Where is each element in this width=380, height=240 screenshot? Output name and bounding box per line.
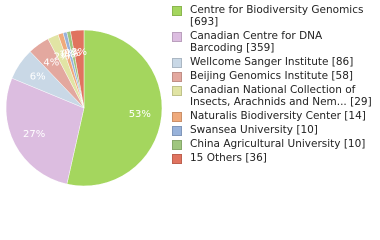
legend-item: 15 Others [36]	[172, 152, 376, 164]
legend-item: Wellcome Sanger Institute [86]	[172, 56, 376, 68]
pie-slice	[5, 77, 85, 185]
legend-item: Canadian National Collection of Insects,…	[172, 84, 376, 108]
legend-swatch	[172, 32, 182, 42]
legend-swatch	[172, 6, 182, 16]
slice-label: 6%	[30, 71, 46, 82]
slice-label: 2%	[54, 51, 70, 62]
legend-swatch	[172, 112, 182, 122]
slice-label: 1%	[59, 49, 75, 60]
slice-label: 1%	[62, 49, 78, 60]
legend-label: Wellcome Sanger Institute [86]	[190, 56, 354, 68]
legend-swatch	[172, 86, 182, 96]
slice-label: 27%	[23, 129, 45, 140]
legend-item: China Agricultural University [10]	[172, 138, 376, 150]
legend: Centre for Biodiversity Genomics [693] Ca…	[172, 4, 376, 166]
legend-item: Centre for Biodiversity Genomics [693]	[172, 4, 376, 28]
legend-swatch	[172, 58, 182, 68]
pie-slice	[70, 29, 85, 109]
slice-label: 53%	[129, 109, 151, 120]
legend-item: Swansea University [10]	[172, 124, 376, 136]
legend-item: Beijing Genomics Institute [58]	[172, 70, 376, 82]
legend-label: Centre for Biodiversity Genomics [693]	[190, 4, 364, 28]
legend-swatch	[172, 126, 182, 136]
legend-label: Swansea University [10]	[190, 124, 318, 136]
legend-item: Naturalis Biodiversity Center [14]	[172, 110, 376, 122]
legend-swatch	[172, 72, 182, 82]
legend-label: Naturalis Biodiversity Center [14]	[190, 110, 366, 122]
legend-item: Canadian Centre for DNA Barcoding [359]	[172, 30, 376, 54]
legend-swatch	[172, 140, 182, 150]
legend-label: Canadian Centre for DNA Barcoding [359]	[190, 30, 323, 54]
legend-swatch	[172, 154, 182, 164]
slice-label: 3%	[71, 47, 87, 58]
legend-label: Beijing Genomics Institute [58]	[190, 70, 353, 82]
legend-label: 15 Others [36]	[190, 152, 267, 164]
pie-area: 53%27%6%4%2%1%1%1%3%	[5, 29, 163, 187]
pie-slice	[66, 29, 163, 187]
slice-label: 4%	[43, 57, 59, 68]
slice-label: 1%	[65, 48, 81, 59]
legend-label: China Agricultural University [10]	[190, 138, 366, 150]
legend-label: Canadian National Collection of Insects,…	[190, 84, 372, 108]
